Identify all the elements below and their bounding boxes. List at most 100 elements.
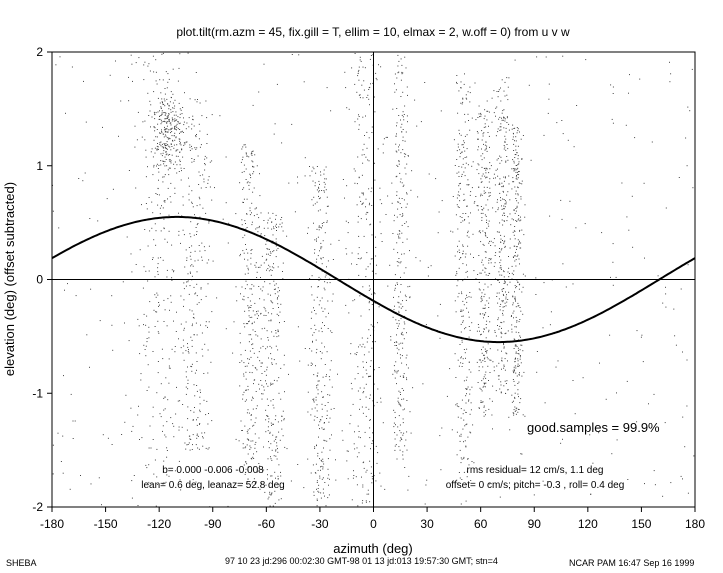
scatter-point xyxy=(259,195,261,197)
scatter-point xyxy=(162,52,164,54)
scatter-point xyxy=(480,333,482,335)
scatter-point xyxy=(386,136,388,138)
scatter-point xyxy=(111,444,113,445)
scatter-point xyxy=(318,276,320,278)
scatter-point xyxy=(196,295,198,297)
scatter-point xyxy=(503,346,505,348)
scatter-point xyxy=(190,265,192,267)
scatter-point xyxy=(326,220,328,222)
scatter-point xyxy=(282,271,283,272)
scatter-point xyxy=(323,396,324,398)
scatter-point xyxy=(180,295,182,297)
scatter-point xyxy=(240,293,241,295)
scatter-point xyxy=(396,458,398,460)
scatter-point xyxy=(173,163,175,165)
scatter-point xyxy=(489,178,491,180)
scatter-point xyxy=(457,206,459,208)
scatter-point xyxy=(465,357,466,359)
scatter-point xyxy=(311,170,313,172)
scatter-point xyxy=(517,130,519,132)
scatter-point xyxy=(480,241,482,243)
scatter-point xyxy=(517,393,519,395)
scatter-point xyxy=(131,497,133,499)
scatter-point xyxy=(247,181,249,183)
scatter-point xyxy=(154,147,156,149)
scatter-point xyxy=(490,258,492,260)
scatter-point xyxy=(399,354,401,356)
x-tick-label: -180 xyxy=(40,517,64,531)
scatter-point xyxy=(182,229,184,231)
scatter-point xyxy=(481,148,482,150)
scatter-point xyxy=(396,242,398,244)
scatter-point xyxy=(168,137,170,139)
scatter-point xyxy=(405,296,407,298)
scatter-point xyxy=(465,327,467,329)
scatter-point xyxy=(401,439,403,440)
scatter-point xyxy=(545,56,547,58)
scatter-point xyxy=(515,259,517,261)
scatter-point xyxy=(513,412,515,414)
scatter-point xyxy=(371,443,373,444)
scatter-point xyxy=(523,234,525,236)
scatter-point xyxy=(490,262,492,264)
scatter-point xyxy=(307,458,309,460)
scatter-point xyxy=(513,414,515,416)
scatter-point xyxy=(348,312,350,314)
scatter-point xyxy=(518,396,519,398)
scatter-point xyxy=(598,432,600,434)
scatter-point xyxy=(466,205,468,207)
scatter-point xyxy=(244,447,246,449)
scatter-point xyxy=(357,258,359,259)
scatter-point xyxy=(199,175,201,177)
scatter-point xyxy=(461,339,463,341)
scatter-point xyxy=(128,340,130,342)
scatter-point xyxy=(478,173,480,175)
scatter-point xyxy=(515,344,517,346)
scatter-point xyxy=(236,300,238,302)
scatter-point xyxy=(164,121,166,123)
scatter-point xyxy=(130,253,132,255)
scatter-point xyxy=(128,100,130,102)
scatter-point xyxy=(247,267,249,269)
scatter-point xyxy=(395,176,397,178)
scatter-point xyxy=(573,146,575,148)
scatter-point xyxy=(250,257,252,259)
scatter-point xyxy=(245,179,247,180)
scatter-point xyxy=(313,401,315,403)
scatter-point xyxy=(243,202,244,203)
scatter-point xyxy=(514,406,516,408)
scatter-point xyxy=(506,94,508,96)
scatter-point xyxy=(169,138,171,139)
scatter-point xyxy=(401,398,403,400)
x-tick-label: 180 xyxy=(685,517,705,531)
scatter-point xyxy=(406,379,408,381)
scatter-point xyxy=(482,230,484,232)
scatter-point xyxy=(274,471,276,473)
scatter-point xyxy=(159,116,160,117)
scatter-point xyxy=(373,383,375,385)
scatter-point xyxy=(481,181,483,183)
scatter-point xyxy=(500,265,502,267)
scatter-point xyxy=(319,183,320,185)
scatter-point xyxy=(508,183,510,185)
scatter-point xyxy=(326,282,328,284)
scatter-point xyxy=(456,83,458,84)
scatter-point xyxy=(517,358,519,360)
scatter-point xyxy=(359,258,361,260)
scatter-point xyxy=(345,87,347,89)
scatter-point xyxy=(498,251,500,253)
scatter-point xyxy=(488,380,489,381)
scatter-point xyxy=(141,136,143,138)
scatter-point xyxy=(144,120,146,122)
scatter-point xyxy=(144,229,146,230)
scatter-point xyxy=(270,320,272,322)
scatter-point xyxy=(145,324,147,326)
scatter-point xyxy=(462,321,464,323)
scatter-point xyxy=(278,335,280,337)
scatter-point xyxy=(425,484,427,486)
scatter-point xyxy=(247,389,249,391)
scatter-point xyxy=(181,215,183,217)
scatter-point xyxy=(255,266,257,268)
scatter-point xyxy=(399,203,401,205)
